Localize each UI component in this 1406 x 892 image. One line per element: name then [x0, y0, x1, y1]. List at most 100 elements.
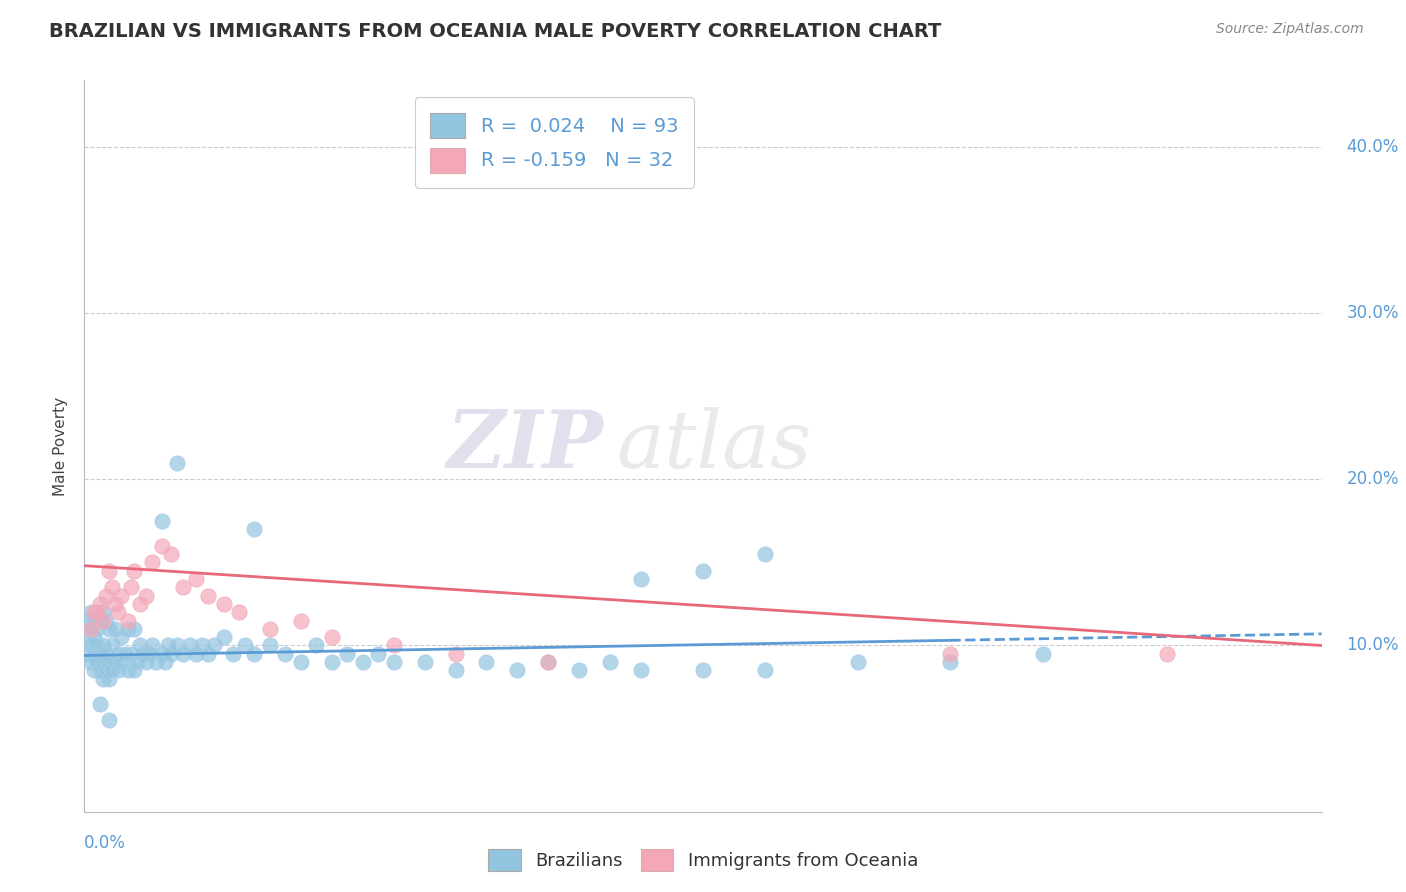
Point — [274, 647, 297, 661]
Point — [79, 622, 101, 636]
Point — [160, 547, 183, 561]
Point — [117, 664, 139, 678]
Point — [120, 647, 142, 661]
Point — [537, 655, 560, 669]
Point — [110, 589, 132, 603]
Point — [91, 639, 114, 653]
Point — [91, 672, 114, 686]
Point — [692, 664, 714, 678]
Point — [150, 647, 173, 661]
Point — [212, 630, 235, 644]
Point — [104, 622, 127, 636]
Point — [179, 639, 201, 653]
Point — [86, 639, 108, 653]
Point — [89, 697, 111, 711]
Point — [122, 622, 145, 636]
Point — [89, 597, 111, 611]
Text: 40.0%: 40.0% — [1347, 137, 1399, 156]
Point — [135, 589, 157, 603]
Point — [98, 622, 121, 636]
Text: Source: ZipAtlas.com: Source: ZipAtlas.com — [1216, 22, 1364, 37]
Point — [83, 605, 105, 619]
Point — [754, 547, 776, 561]
Point — [122, 664, 145, 678]
Point — [150, 514, 173, 528]
Point — [290, 614, 312, 628]
Text: 0.0%: 0.0% — [84, 834, 127, 852]
Point — [243, 522, 266, 536]
Legend: R =  0.024    N = 93, R = -0.159   N = 32: R = 0.024 N = 93, R = -0.159 N = 32 — [415, 97, 695, 188]
Point — [939, 655, 962, 669]
Point — [630, 572, 652, 586]
Point — [86, 655, 108, 669]
Point — [83, 614, 105, 628]
Point — [132, 647, 155, 661]
Point — [413, 655, 436, 669]
Point — [83, 647, 105, 661]
Point — [135, 655, 157, 669]
Point — [98, 564, 121, 578]
Point — [202, 639, 225, 653]
Point — [107, 664, 129, 678]
Point — [184, 572, 207, 586]
Point — [76, 647, 98, 661]
Point — [86, 605, 108, 619]
Point — [79, 655, 101, 669]
Point — [212, 597, 235, 611]
Point — [110, 655, 132, 669]
Y-axis label: Male Poverty: Male Poverty — [53, 396, 69, 496]
Point — [336, 647, 359, 661]
Point — [537, 655, 560, 669]
Point — [94, 664, 117, 678]
Point — [166, 456, 188, 470]
Point — [1156, 647, 1178, 661]
Point — [83, 630, 105, 644]
Point — [129, 597, 152, 611]
Text: BRAZILIAN VS IMMIGRANTS FROM OCEANIA MALE POVERTY CORRELATION CHART: BRAZILIAN VS IMMIGRANTS FROM OCEANIA MAL… — [49, 22, 942, 41]
Point — [243, 647, 266, 661]
Point — [599, 655, 621, 669]
Point — [305, 639, 328, 653]
Point — [122, 564, 145, 578]
Point — [444, 664, 467, 678]
Point — [86, 622, 108, 636]
Point — [367, 647, 389, 661]
Point — [172, 647, 194, 661]
Point — [172, 580, 194, 594]
Point — [145, 655, 167, 669]
Point — [138, 647, 160, 661]
Point — [141, 639, 163, 653]
Point — [120, 580, 142, 594]
Point — [101, 639, 124, 653]
Point — [101, 664, 124, 678]
Point — [104, 655, 127, 669]
Point — [160, 647, 183, 661]
Point — [153, 655, 176, 669]
Point — [89, 647, 111, 661]
Point — [101, 580, 124, 594]
Point — [76, 614, 98, 628]
Point — [83, 664, 105, 678]
Point — [382, 639, 405, 653]
Point — [191, 639, 214, 653]
Point — [321, 655, 343, 669]
Point — [692, 564, 714, 578]
Point — [94, 589, 117, 603]
Point — [506, 664, 529, 678]
Point — [98, 655, 121, 669]
Point — [141, 555, 163, 569]
Point — [107, 605, 129, 619]
Point — [94, 647, 117, 661]
Point — [352, 655, 374, 669]
Point — [197, 589, 219, 603]
Point — [91, 605, 114, 619]
Legend: Brazilians, Immigrants from Oceania: Brazilians, Immigrants from Oceania — [481, 842, 925, 879]
Point — [150, 539, 173, 553]
Point — [444, 647, 467, 661]
Point — [321, 630, 343, 644]
Point — [89, 614, 111, 628]
Point — [290, 655, 312, 669]
Point — [125, 655, 148, 669]
Point — [475, 655, 498, 669]
Point — [939, 647, 962, 661]
